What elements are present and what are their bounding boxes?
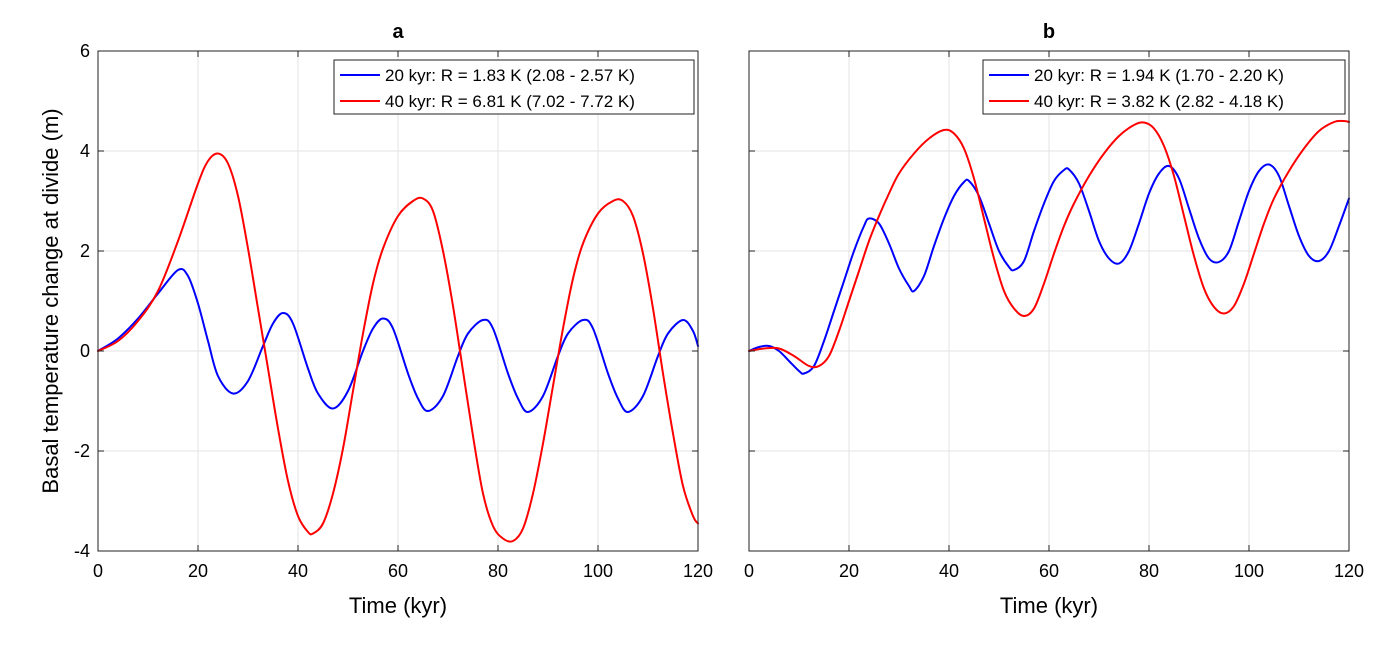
- panel-b-x-tick-label: 20: [839, 561, 859, 581]
- panel-a-y-tick-label: -4: [74, 541, 90, 561]
- panel-b-plot-area: [748, 119, 1350, 375]
- panel-b-x-tick-label: 100: [1234, 561, 1264, 581]
- panel-a-series-line-40kyr: [97, 152, 699, 543]
- panel-a-y-tick-label: -2: [74, 441, 90, 461]
- panel-b-legend-box: [982, 59, 1346, 115]
- panel-b-legend-entry-20kyr: 20 kyr: R = 1.94 K (1.70 - 2.20 K): [1034, 66, 1284, 85]
- panel-b-grid: [748, 50, 1350, 552]
- panel-a-x-axis-label: Time (kyr): [349, 593, 447, 618]
- panel-a-legend: 20 kyr: R = 1.83 K (2.08 - 2.57 K) 40 ky…: [333, 59, 695, 115]
- panel-a-series-line-20kyr: [97, 267, 699, 413]
- panel-a-y-axis-label: Basal temperature change at divide (m): [38, 108, 63, 493]
- panel-a-x-tick-label: 80: [488, 561, 508, 581]
- panel-b-x-tick-label: 120: [1334, 561, 1364, 581]
- panel-a-x-tick-label: 40: [288, 561, 308, 581]
- panel-b-x-tick-label: 40: [939, 561, 959, 581]
- panel-b-ticks: 0 20 40 60 80 100 120: [744, 50, 1364, 581]
- panel-b-x-axis-label: Time (kyr): [1000, 593, 1098, 618]
- panel-b-series-line-20kyr: [748, 163, 1350, 375]
- panel-a-y-tick-label: 4: [80, 141, 90, 161]
- panel-a-y-tick-label: 0: [80, 341, 90, 361]
- panel-b-title: b: [1043, 21, 1055, 43]
- panel-b-legend-entry-40kyr: 40 kyr: R = 3.82 K (2.82 - 4.18 K): [1034, 92, 1284, 111]
- panel-b-x-tick-label: 80: [1139, 561, 1159, 581]
- panel-a-legend-entry-20kyr: 20 kyr: R = 1.83 K (2.08 - 2.57 K): [385, 66, 635, 85]
- panel-b: 0 20 40 60 80 100 120 b Time (kyr) 20 kyr: R =…: [744, 21, 1364, 618]
- panel-a-x-tick-label: 20: [188, 561, 208, 581]
- panel-a-title: a: [392, 21, 404, 43]
- panel-a-plot-area: [97, 152, 699, 543]
- panel-b-x-tick-label: 0: [744, 561, 754, 581]
- panel-a-grid: [97, 50, 699, 552]
- panel-a-x-tick-label: 60: [388, 561, 408, 581]
- panel-a-y-tick-label: 2: [80, 241, 90, 261]
- panel-a-ticks: 0 20 40 60 80 100 120 -4 -2 0 2 4 6: [74, 41, 713, 581]
- panel-a: 0 20 40 60 80 100 120 -4 -2 0 2 4 6 a Time (kyr) Bas…: [38, 21, 713, 618]
- panel-a-x-tick-label: 100: [583, 561, 613, 581]
- panel-b-legend: 20 kyr: R = 1.94 K (1.70 - 2.20 K) 40 ky…: [982, 59, 1346, 115]
- panel-a-x-tick-label: 120: [683, 561, 713, 581]
- panel-b-series-line-40kyr: [748, 119, 1350, 369]
- panel-a-y-tick-label: 6: [80, 41, 90, 61]
- panel-b-x-tick-label: 60: [1039, 561, 1059, 581]
- panel-a-legend-box: [333, 59, 695, 115]
- panel-a-legend-entry-40kyr: 40 kyr: R = 6.81 K (7.02 - 7.72 K): [385, 92, 635, 111]
- panel-a-x-tick-label: 0: [93, 561, 103, 581]
